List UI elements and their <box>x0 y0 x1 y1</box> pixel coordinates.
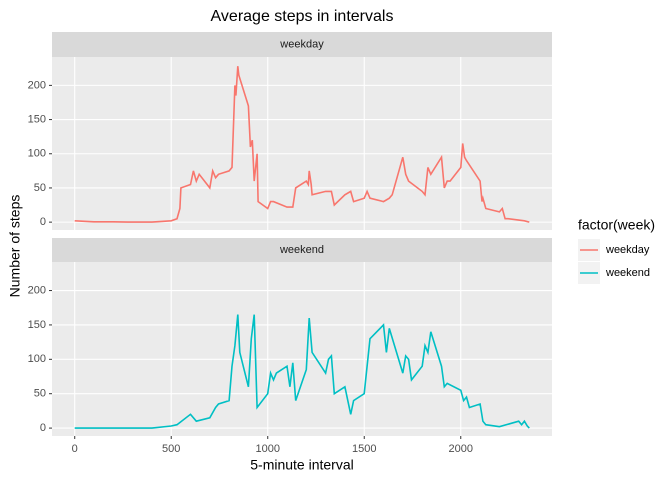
x-tick-label: 0 <box>72 443 78 455</box>
series-line <box>74 314 530 429</box>
y-tick-label: 200 <box>28 79 46 91</box>
x-axis-label: 5-minute interval <box>250 457 354 473</box>
facet-strip <box>52 32 552 57</box>
x-tick-label: 1000 <box>255 443 279 455</box>
y-tick-label: 100 <box>28 353 46 365</box>
y-axis-label: Number of steps <box>7 195 23 298</box>
legend-label: weekday <box>605 244 650 256</box>
y-tick-label: 0 <box>40 216 46 228</box>
y-tick-label: 0 <box>40 422 46 434</box>
x-tick-label: 500 <box>162 443 180 455</box>
chart-title: Average steps in intervals <box>211 8 394 25</box>
x-tick-label: 1500 <box>352 443 376 455</box>
y-tick-label: 150 <box>28 113 46 125</box>
legend-label: weekend <box>605 267 650 279</box>
facet-label: weekday <box>279 38 324 50</box>
facet-strip <box>52 238 552 262</box>
x-tick-label: 2000 <box>449 443 473 455</box>
y-tick-label: 50 <box>34 182 46 194</box>
series-line <box>74 66 530 223</box>
panel-background <box>52 262 552 436</box>
y-tick-label: 50 <box>34 388 46 400</box>
legend-title: factor(week) <box>578 217 655 233</box>
y-tick-label: 100 <box>28 148 46 160</box>
y-tick-label: 150 <box>28 319 46 331</box>
facet-label: weekend <box>279 244 324 256</box>
panel-background <box>52 57 552 230</box>
y-tick-label: 200 <box>28 284 46 296</box>
